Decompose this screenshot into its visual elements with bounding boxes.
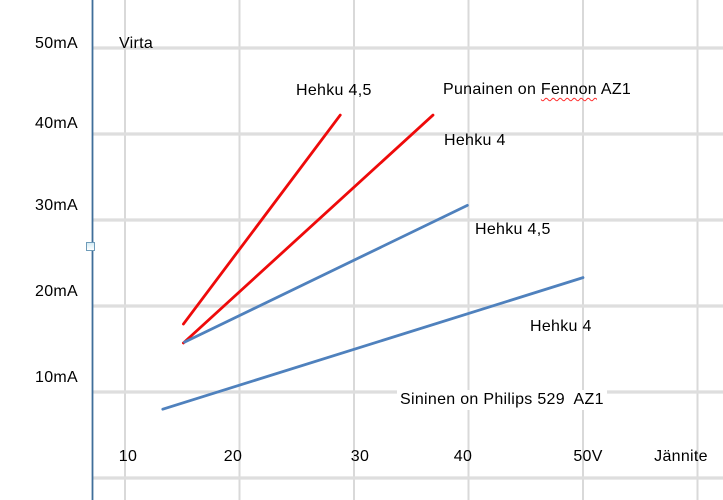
y-tick-30ma: 30mA <box>35 197 78 214</box>
x-axis-title: Jännite <box>654 448 708 465</box>
series-lines <box>161 113 585 411</box>
series-line-fennon-az1-hehku-4-5[interactable] <box>181 113 342 326</box>
red-line-shallow-label: Hehku 4 <box>444 132 506 149</box>
blue-line-lower-label: Hehku 4 <box>530 318 592 335</box>
gridlines <box>92 0 723 500</box>
red-note-misspelled-word: Fennon <box>540 81 597 98</box>
red-line-steep-label: Hehku 4,5 <box>296 82 372 99</box>
x-tick-40: 40 <box>453 448 473 465</box>
blue-line-upper-label: Hehku 4,5 <box>475 221 551 238</box>
y-tick-40ma: 40mA <box>35 115 78 132</box>
x-tick-10: 10 <box>118 448 138 465</box>
x-tick-50v: 50V <box>573 448 603 465</box>
y-tick-20ma: 20mA <box>35 283 78 300</box>
y-tick-50ma: 50mA <box>35 35 78 52</box>
series-line-fennon-az1-hehku-4[interactable] <box>181 113 435 345</box>
y-tick-10ma: 10mA <box>35 369 78 386</box>
blue-series-note: Sininen on Philips 529 AZ1 <box>397 390 607 410</box>
red-note-prefix: Punainen on <box>443 81 541 98</box>
series-line-philips-529-az1-hehku-4[interactable] <box>161 276 585 411</box>
red-note-suffix: AZ1 <box>596 81 632 98</box>
series-line-philips-529-az1-hehku-4-5[interactable] <box>183 203 469 344</box>
shape-selection-handle[interactable] <box>86 242 95 251</box>
x-tick-30: 30 <box>350 448 370 465</box>
x-tick-20: 20 <box>223 448 243 465</box>
red-series-note: Punainen on Fennon AZ1 <box>443 81 631 99</box>
y-axis-title: Virta <box>119 35 154 52</box>
